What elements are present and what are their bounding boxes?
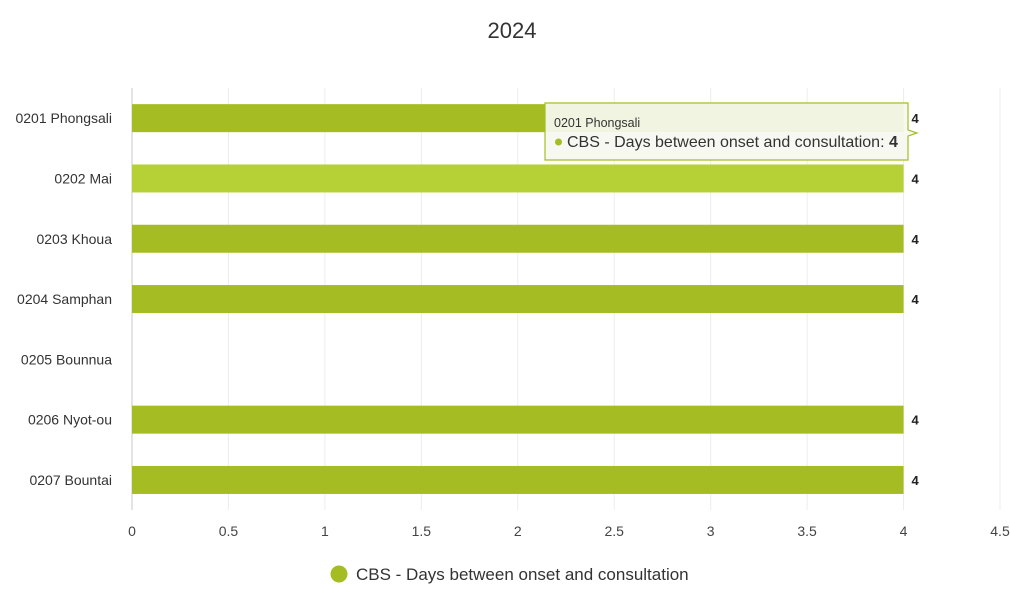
category-labels: 0201 Phongsali 0202 Mai 0203 Khoua 0204 Sam… — [15, 110, 112, 488]
data-label: 4 — [912, 111, 920, 126]
tooltip-series: CBS - Days between onset and consultatio… — [567, 134, 880, 151]
legend-label[interactable]: CBS - Days between onset and consultatio… — [356, 565, 689, 584]
x-tick-label: 2 — [514, 523, 522, 539]
x-tick-label: 4 — [900, 523, 908, 539]
data-label: 4 — [912, 171, 920, 186]
category-label: 0204 Samphan — [17, 291, 112, 307]
chart-title: 2024 — [488, 18, 537, 43]
category-label: 0202 Mai — [54, 170, 112, 186]
bar[interactable] — [132, 405, 904, 434]
data-label: 4 — [912, 232, 920, 247]
x-tick-label: 0.5 — [219, 523, 239, 539]
category-label: 0201 Phongsali — [15, 110, 112, 126]
tooltip-series-line: CBS - Days between onset and consultatio… — [567, 134, 898, 151]
x-tick-label: 4.5 — [990, 523, 1010, 539]
x-tick-label: 1.5 — [412, 523, 432, 539]
tooltip-box — [544, 102, 919, 161]
bar[interactable] — [132, 465, 904, 494]
data-label: 4 — [912, 292, 920, 307]
tooltip-value: 4 — [889, 134, 898, 151]
x-tick-label: 3 — [707, 523, 715, 539]
data-label: 4 — [912, 473, 920, 488]
data-label: 4 — [912, 413, 920, 428]
category-label: 0205 Bounnua — [21, 351, 112, 367]
x-tick-label: 1 — [321, 523, 329, 539]
category-label: 0203 Khoua — [36, 231, 112, 247]
category-label: 0206 Nyot-ou — [28, 412, 112, 428]
x-tick-label: 3.5 — [797, 523, 817, 539]
x-tick-label: 0 — [128, 523, 136, 539]
bar[interactable] — [132, 285, 904, 314]
tooltip: 0201 Phongsali CBS - Days between onset … — [544, 102, 919, 161]
tooltip-category: 0201 Phongsali — [554, 116, 640, 130]
bar[interactable] — [132, 224, 904, 253]
x-axis-tick-labels: 0 0.5 1 1.5 2 2.5 3 3.5 4 4.5 — [128, 523, 1010, 539]
bar[interactable] — [132, 164, 904, 193]
x-tick-label: 2.5 — [604, 523, 624, 539]
data-labels: 4 4 4 4 4 4 — [912, 111, 920, 488]
tooltip-marker — [555, 138, 562, 146]
tooltip-separator: : — [880, 134, 884, 151]
category-label: 0207 Bountai — [29, 472, 112, 488]
legend[interactable]: CBS - Days between onset and consultatio… — [330, 565, 689, 584]
legend-marker — [330, 565, 348, 583]
